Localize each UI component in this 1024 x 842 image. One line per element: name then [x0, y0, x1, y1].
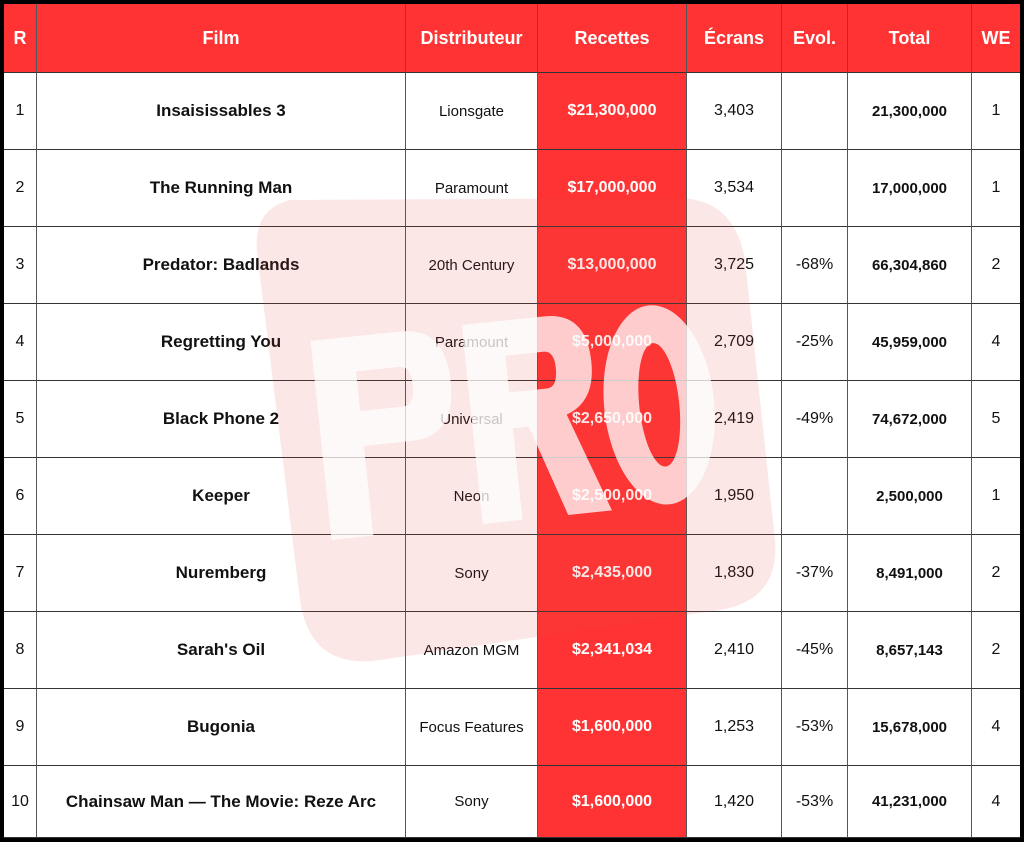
cell-gross: $21,300,000 — [538, 73, 687, 150]
cell-screens: 2,419 — [687, 381, 782, 458]
cell-screens: 1,253 — [687, 689, 782, 766]
cell-screens: 3,403 — [687, 73, 782, 150]
cell-film: Predator: Badlands — [37, 227, 406, 304]
cell-weeks: 1 — [972, 458, 1020, 535]
cell-rank: 10 — [4, 766, 37, 838]
cell-total: 8,491,000 — [848, 535, 972, 612]
cell-change — [782, 150, 848, 227]
cell-gross: $5,000,000 — [538, 304, 687, 381]
cell-weeks: 4 — [972, 304, 1020, 381]
cell-total: 21,300,000 — [848, 73, 972, 150]
cell-film: The Running Man — [37, 150, 406, 227]
cell-total: 17,000,000 — [848, 150, 972, 227]
box-office-table: R Film Distributeur Recettes Écrans Evol. Tota… — [4, 4, 1020, 838]
cell-distributor: Universal — [406, 381, 538, 458]
header-weeks: WE — [972, 4, 1020, 73]
cell-weeks: 4 — [972, 766, 1020, 838]
cell-rank: 5 — [4, 381, 37, 458]
cell-film: Bugonia — [37, 689, 406, 766]
cell-weeks: 1 — [972, 73, 1020, 150]
cell-distributor: Sony — [406, 535, 538, 612]
cell-change: -45% — [782, 612, 848, 689]
cell-change: -53% — [782, 689, 848, 766]
cell-total: 2,500,000 — [848, 458, 972, 535]
cell-gross: $13,000,000 — [538, 227, 687, 304]
cell-total: 74,672,000 — [848, 381, 972, 458]
cell-change: -49% — [782, 381, 848, 458]
cell-screens: 2,410 — [687, 612, 782, 689]
cell-weeks: 5 — [972, 381, 1020, 458]
cell-rank: 3 — [4, 227, 37, 304]
cell-distributor: Paramount — [406, 150, 538, 227]
header-film: Film — [37, 4, 406, 73]
cell-rank: 1 — [4, 73, 37, 150]
cell-distributor: Neon — [406, 458, 538, 535]
header-gross: Recettes — [538, 4, 687, 73]
cell-distributor: Lionsgate — [406, 73, 538, 150]
cell-film: Nuremberg — [37, 535, 406, 612]
cell-rank: 2 — [4, 150, 37, 227]
cell-distributor: Sony — [406, 766, 538, 838]
cell-gross: $1,600,000 — [538, 689, 687, 766]
header-screens: Écrans — [687, 4, 782, 73]
header-change: Evol. — [782, 4, 848, 73]
cell-total: 41,231,000 — [848, 766, 972, 838]
cell-screens: 1,830 — [687, 535, 782, 612]
cell-weeks: 4 — [972, 689, 1020, 766]
cell-screens: 3,725 — [687, 227, 782, 304]
cell-screens: 1,950 — [687, 458, 782, 535]
cell-weeks: 2 — [972, 535, 1020, 612]
cell-change: -68% — [782, 227, 848, 304]
cell-total: 8,657,143 — [848, 612, 972, 689]
cell-change: -25% — [782, 304, 848, 381]
cell-gross: $2,435,000 — [538, 535, 687, 612]
cell-screens: 1,420 — [687, 766, 782, 838]
cell-rank: 9 — [4, 689, 37, 766]
cell-change — [782, 73, 848, 150]
cell-total: 45,959,000 — [848, 304, 972, 381]
cell-weeks: 1 — [972, 150, 1020, 227]
cell-total: 66,304,860 — [848, 227, 972, 304]
cell-distributor: Focus Features — [406, 689, 538, 766]
cell-rank: 6 — [4, 458, 37, 535]
cell-gross: $2,341,034 — [538, 612, 687, 689]
cell-change: -37% — [782, 535, 848, 612]
cell-rank: 8 — [4, 612, 37, 689]
cell-change — [782, 458, 848, 535]
header-total: Total — [848, 4, 972, 73]
cell-weeks: 2 — [972, 227, 1020, 304]
cell-film: Chainsaw Man — The Movie: Reze Arc — [37, 766, 406, 838]
cell-distributor: 20th Century — [406, 227, 538, 304]
cell-change: -53% — [782, 766, 848, 838]
cell-screens: 3,534 — [687, 150, 782, 227]
cell-film: Sarah's Oil — [37, 612, 406, 689]
cell-film: Regretting You — [37, 304, 406, 381]
cell-rank: 7 — [4, 535, 37, 612]
cell-rank: 4 — [4, 304, 37, 381]
header-rank: R — [4, 4, 37, 73]
cell-gross: $17,000,000 — [538, 150, 687, 227]
cell-gross: $2,650,000 — [538, 381, 687, 458]
cell-distributor: Amazon MGM — [406, 612, 538, 689]
cell-film: Black Phone 2 — [37, 381, 406, 458]
header-distributor: Distributeur — [406, 4, 538, 73]
cell-weeks: 2 — [972, 612, 1020, 689]
cell-film: Insaisissables 3 — [37, 73, 406, 150]
cell-total: 15,678,000 — [848, 689, 972, 766]
cell-gross: $1,600,000 — [538, 766, 687, 838]
cell-film: Keeper — [37, 458, 406, 535]
cell-screens: 2,709 — [687, 304, 782, 381]
cell-gross: $2,500,000 — [538, 458, 687, 535]
cell-distributor: Paramount — [406, 304, 538, 381]
